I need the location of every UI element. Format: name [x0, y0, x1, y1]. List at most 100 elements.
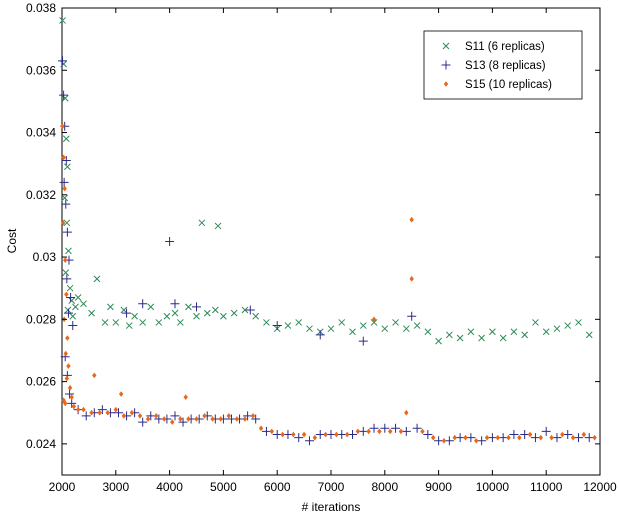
data-point: [510, 328, 518, 336]
data-point: [64, 291, 69, 298]
data-point: [101, 319, 109, 326]
data-point: [452, 434, 457, 441]
data-point: [214, 222, 222, 230]
data-point: [129, 409, 135, 416]
data-point: [552, 433, 562, 443]
data-point: [283, 430, 293, 440]
data-point: [170, 419, 175, 425]
data-point: [192, 302, 201, 312]
data-point: [294, 433, 304, 443]
data-point: [420, 428, 425, 435]
data-point: [185, 303, 192, 311]
data-point: [272, 430, 282, 440]
y-tick-label: 0.024: [26, 437, 56, 451]
data-point: [170, 411, 180, 421]
data-point: [252, 312, 260, 320]
data-point: [412, 423, 422, 433]
data-point: [334, 431, 339, 438]
data-point: [220, 312, 227, 320]
data-point: [211, 306, 219, 314]
data-point: [61, 199, 71, 209]
data-point: [66, 293, 76, 303]
data-point: [441, 437, 447, 444]
data-point: [570, 434, 576, 441]
data-point: [359, 322, 367, 329]
data-point: [122, 308, 132, 318]
data-point: [487, 433, 497, 443]
data-point: [61, 156, 71, 166]
data-point: [251, 414, 261, 424]
data-point: [520, 430, 530, 440]
data-point: [74, 294, 82, 301]
legend-entry-1: S11 (6 replicas): [442, 41, 545, 53]
data-point: [585, 331, 593, 339]
data-point: [66, 284, 74, 292]
data-point: [62, 185, 67, 192]
data-point: [398, 428, 404, 435]
legend-label: S13 (8 replicas): [465, 60, 546, 72]
legend-entry-3: S15 (10 replicas): [443, 79, 552, 91]
data-point: [75, 406, 81, 413]
x-tick-label: 4000: [156, 480, 183, 494]
data-point: [455, 433, 465, 443]
data-point: [97, 405, 107, 415]
data-point: [355, 428, 361, 435]
data-point: [63, 308, 73, 318]
data-point: [517, 434, 522, 441]
x-tick-label: 9000: [425, 480, 452, 494]
data-point: [258, 425, 264, 432]
data-point: [62, 135, 70, 143]
data-marks: [58, 17, 597, 446]
axis-ticks: 2000 3000 4000 5000 6000 7000 8000 9000 10000 110…: [26, 1, 617, 494]
x-tick-label: 6000: [264, 480, 291, 494]
data-point: [171, 309, 179, 317]
data-point: [478, 334, 485, 342]
data-point: [113, 408, 123, 418]
data-point: [348, 430, 358, 440]
legend-label: S15 (10 replicas): [465, 79, 552, 91]
data-point: [118, 391, 124, 397]
data-point: [226, 414, 236, 424]
data-point: [315, 430, 325, 440]
x-tick-label: 5000: [210, 480, 237, 494]
data-point: [60, 123, 65, 130]
data-point: [63, 219, 71, 227]
data-point: [59, 17, 66, 24]
data-point: [573, 433, 583, 443]
data-point: [392, 319, 399, 326]
data-point: [349, 328, 356, 336]
legend-label: S11 (6 replicas): [465, 41, 545, 53]
data-point: [125, 322, 133, 329]
data-point: [584, 433, 594, 443]
data-point: [241, 306, 249, 314]
data-point: [243, 411, 253, 421]
data-point: [521, 331, 529, 339]
data-point: [344, 431, 350, 438]
data-point: [113, 406, 118, 413]
data-point: [489, 328, 496, 336]
data-point: [120, 306, 128, 314]
data-point: [163, 312, 171, 320]
data-point: [366, 428, 371, 435]
data-point: [474, 437, 479, 444]
data-point: [226, 413, 231, 419]
legend: S11 (6 replicas) S13 (8 replicas) S15 (10 …: [423, 30, 583, 100]
data-point: [431, 434, 436, 441]
data-point: [304, 436, 314, 446]
data-point: [484, 434, 490, 441]
data-point: [65, 247, 72, 255]
data-point: [121, 413, 127, 419]
data-point: [581, 431, 587, 438]
data-point: [323, 431, 328, 438]
data-point: [272, 321, 282, 331]
data-point: [146, 411, 156, 421]
data-point: [138, 299, 148, 309]
x-tick-label: 11000: [530, 480, 563, 494]
data-point: [509, 430, 519, 440]
data-point: [327, 325, 335, 333]
y-tick-label: 0.03: [33, 250, 57, 264]
data-point: [370, 319, 378, 326]
data-point: [230, 309, 238, 317]
data-point: [592, 434, 597, 441]
y-axis-label: Cost: [5, 228, 19, 253]
